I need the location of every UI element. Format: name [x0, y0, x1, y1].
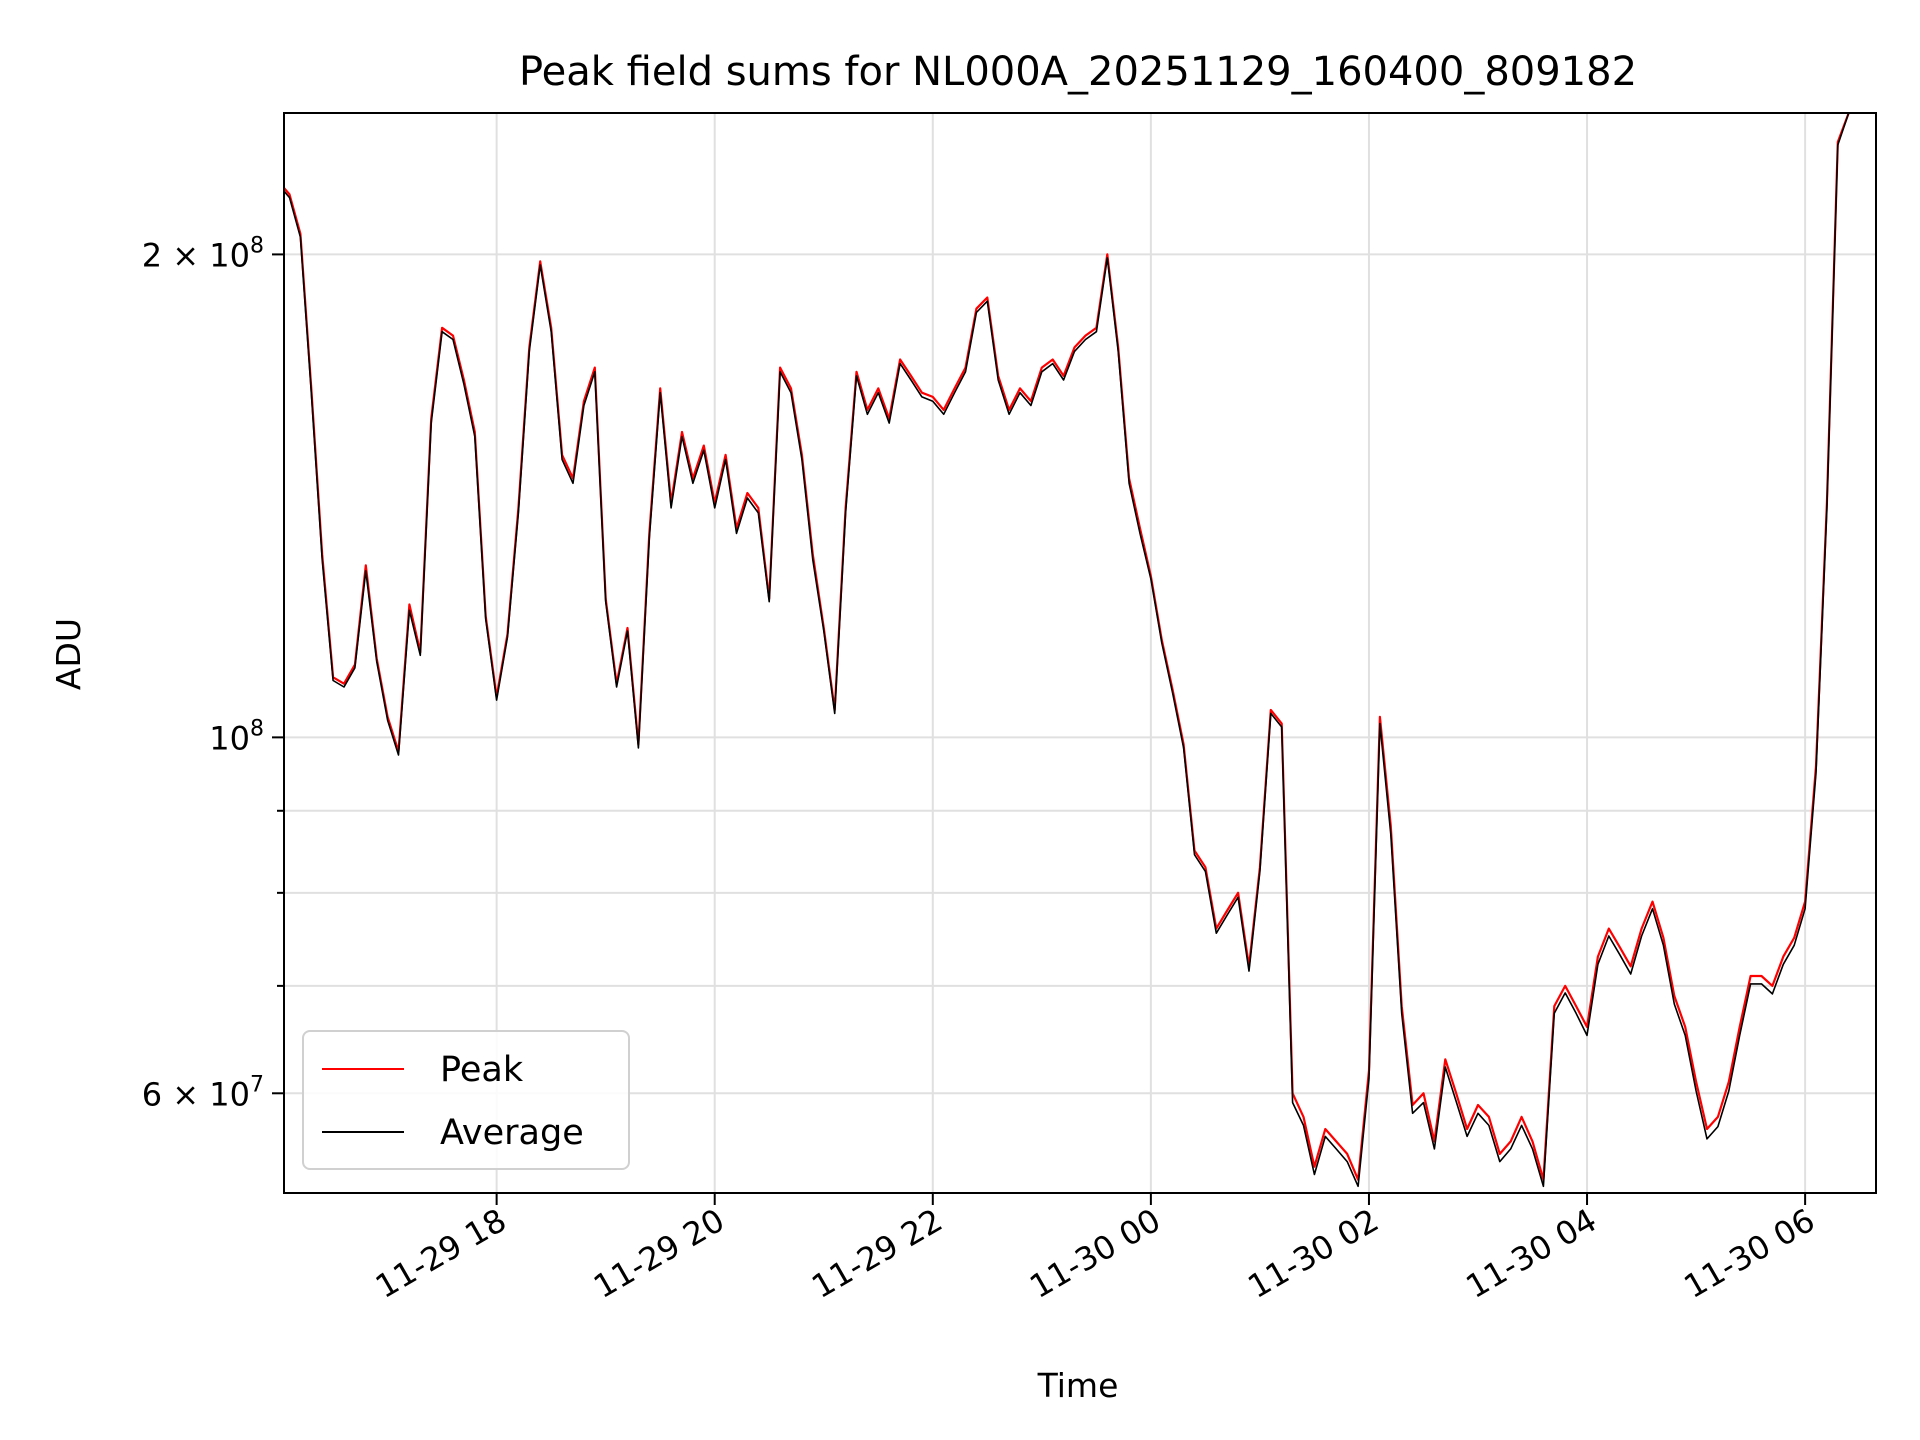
legend-peak-label: Peak	[440, 1050, 524, 1090]
y-tick-label: 108	[209, 716, 264, 757]
plot-frame	[283, 112, 1877, 1194]
legend: Peak Average	[302, 1030, 630, 1170]
series-lines	[284, 113, 1850, 1188]
chart-title: Peak field sums for NL000A_20251129_1604…	[519, 49, 1637, 95]
grid-lines	[284, 113, 1876, 1193]
y-axis-ticks: 108 2 × 108 6 × 107	[142, 233, 284, 1113]
y-axis-label: ADU	[49, 618, 88, 690]
series-line-average	[284, 113, 1850, 1188]
y-tick-label: 2 × 108	[142, 233, 264, 274]
series-line-peak	[284, 113, 1850, 1181]
legend-box	[302, 1030, 630, 1170]
legend-average-label: Average	[440, 1113, 584, 1153]
y-tick-label: 6 × 107	[142, 1072, 264, 1113]
x-axis-label: Time	[1037, 1366, 1119, 1405]
